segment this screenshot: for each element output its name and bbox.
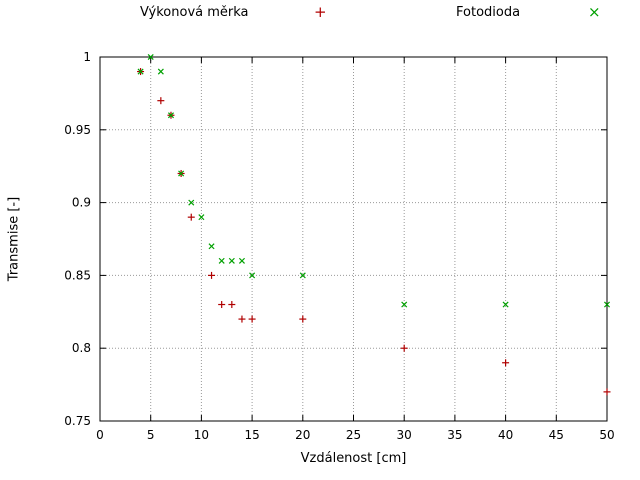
svg-text:15: 15 [244,428,259,442]
svg-text:5: 5 [147,428,155,442]
cross-marker-icon: × [588,3,601,21]
svg-text:30: 30 [397,428,412,442]
svg-text:0: 0 [96,428,104,442]
svg-text:45: 45 [549,428,564,442]
svg-text:10: 10 [194,428,209,442]
svg-text:0.75: 0.75 [64,414,91,428]
svg-text:20: 20 [295,428,310,442]
x-axis-label: Vzdálenost [cm] [300,451,407,466]
legend-label-power-meter: Výkonová měrka [140,5,249,20]
svg-text:0.9: 0.9 [72,196,91,210]
svg-text:40: 40 [498,428,513,442]
svg-text:0.85: 0.85 [64,268,91,282]
svg-text:50: 50 [599,428,614,442]
plus-marker-icon: + [314,3,327,21]
svg-text:0.95: 0.95 [64,123,91,137]
svg-text:0.8: 0.8 [72,341,91,355]
svg-text:35: 35 [447,428,462,442]
legend-label-photodiode: Fotodioda [456,5,521,20]
svg-text:1: 1 [83,50,91,64]
svg-text:25: 25 [346,428,361,442]
